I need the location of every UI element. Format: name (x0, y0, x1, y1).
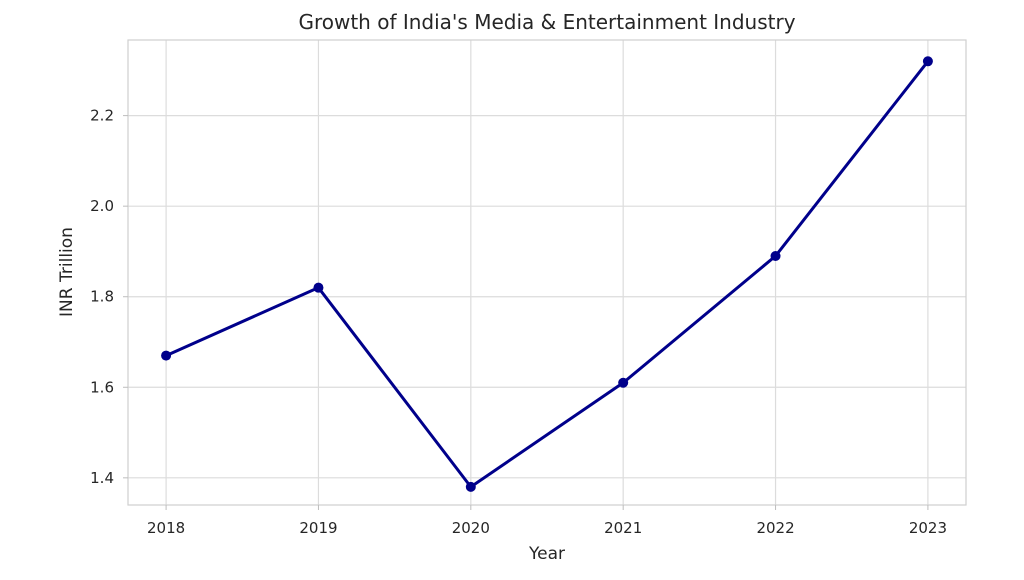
y-tick-label: 1.8 (90, 288, 114, 306)
x-axis-label: Year (528, 544, 565, 564)
x-tick-label: 2022 (756, 519, 794, 537)
plot-frame (127, 39, 967, 506)
chart-title: Growth of India's Media & Entertainment … (298, 10, 795, 34)
data-point-2020 (465, 481, 476, 492)
series-line (164, 59, 930, 489)
y-tick-label: 1.6 (90, 378, 114, 396)
data-point-2022 (770, 250, 781, 261)
x-tick-label: 2018 (147, 519, 185, 537)
y-tick-label: 2.0 (90, 197, 114, 215)
x-tick-label: 2023 (909, 519, 947, 537)
data-point-2023 (922, 56, 933, 67)
data-point-2018 (161, 350, 172, 361)
grid-lines (128, 40, 966, 505)
x-tick-label: 2019 (299, 519, 337, 537)
y-axis-label: INR Trillion (57, 227, 77, 317)
y-tick-label: 1.4 (90, 469, 114, 487)
data-point-2021 (618, 377, 629, 388)
x-tick-label: 2020 (452, 519, 490, 537)
y-tick-label: 2.2 (90, 107, 114, 125)
data-point-2019 (313, 282, 324, 293)
x-axis-ticks: 2018 2019 2020 2021 2022 2023 (147, 505, 947, 537)
x-tick-label: 2021 (604, 519, 642, 537)
y-axis-ticks: 1.4 1.6 1.8 2.0 2.2 (90, 107, 128, 487)
series-layer (161, 56, 933, 492)
